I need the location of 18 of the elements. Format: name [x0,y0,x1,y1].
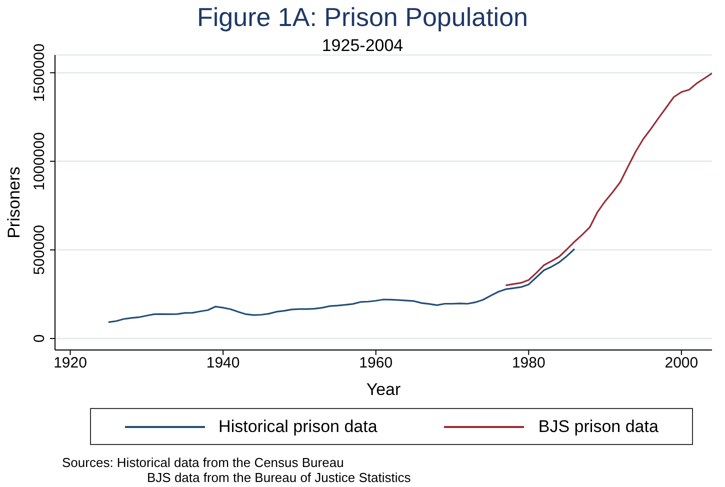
x-axis-title: Year [366,380,402,399]
line-series [108,248,576,323]
x-tick-label: 1960 [359,354,393,372]
chart-subtitle: 1925-2004 [322,36,404,55]
x-tick-label: 1920 [54,354,87,372]
chart-title: Figure 1A: Prison Population [196,2,529,33]
x-tick-label: 1980 [512,354,546,372]
y-tick-label: 500000 [31,224,48,275]
y-tick-label: 1000000 [31,132,48,191]
y-tick-label: 0 [31,334,48,343]
y-tick-label: 1500000 [31,44,48,102]
x-tick-label: 1940 [206,354,240,372]
legend-label: BJS prison data [538,416,658,436]
source-note: Sources: Historical data from the Census Bureau BJS data from the Bureau of Justice Statistics [62,455,411,485]
x-tick-label: 2000 [664,354,698,372]
y-axis-title: Prisoners [4,166,24,238]
line-series [504,72,712,286]
legend-label: Historical prison data [218,416,378,436]
